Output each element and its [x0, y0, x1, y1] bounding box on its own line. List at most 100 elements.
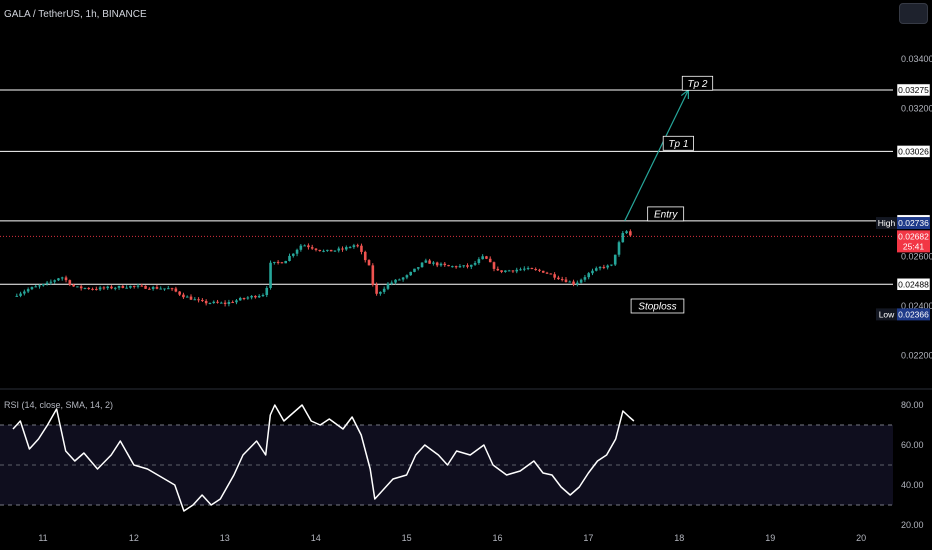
candle-body-5: [34, 286, 38, 288]
candle-body-121: [473, 262, 477, 265]
candle-body-102: [401, 277, 405, 280]
candle-body-125: [488, 258, 492, 263]
candle-body-105: [413, 268, 416, 272]
candle-body-28: [121, 285, 125, 288]
candle-body-120: [469, 264, 473, 267]
candle-body-101: [398, 279, 401, 281]
candle-body-8: [45, 282, 49, 285]
candle-body-53: [216, 301, 219, 303]
annotation-label-tp-1: Tp 1: [668, 139, 688, 150]
candle-body-144: [560, 279, 564, 281]
high-tag-box: [876, 217, 897, 230]
time-tick-label-8: 19: [765, 533, 775, 543]
candle-body-23: [102, 287, 106, 289]
symbol-title[interactable]: GALA / TetherUS, 1h, BINANCE: [4, 9, 147, 20]
candle-body-63: [254, 295, 257, 298]
annotation-box-tp-1[interactable]: [662, 135, 694, 151]
candle-body-2: [23, 291, 26, 294]
candle-body-77: [307, 245, 310, 248]
candle-body-132: [515, 269, 519, 272]
candle-body-143: [557, 277, 560, 280]
candle-body-88: [348, 247, 352, 249]
candle-body-51: [208, 303, 212, 305]
candle-body-72: [288, 255, 291, 261]
price-axis[interactable]: 0.032750.030260.027450.024880.034000.032…: [876, 54, 932, 360]
candle-body-65: [261, 295, 265, 297]
candle-body-152: [591, 270, 594, 274]
candle-body-128: [500, 270, 503, 272]
candle-body-52: [212, 301, 216, 304]
low-tag-label: Low: [879, 309, 895, 319]
candle-body-115: [451, 266, 454, 268]
candle-body-85: [337, 248, 341, 251]
candle-body-135: [526, 268, 530, 270]
candle-body-108: [424, 260, 428, 263]
candle-body-3: [26, 289, 30, 292]
candle-body-92: [363, 251, 367, 261]
level-price-label-3: 0.02488: [898, 279, 929, 289]
candle-body-141: [549, 273, 553, 275]
candle-body-107: [420, 262, 424, 268]
time-axis[interactable]: 11 12 13 14 15 16 17 18 19 20: [38, 533, 866, 543]
candle-body-48: [197, 299, 200, 301]
candle-body-133: [519, 269, 522, 271]
rsi-axis[interactable]: 80.00 60.00 40.00 20.00: [901, 400, 924, 530]
candle-body-131: [511, 270, 515, 272]
candle-body-21: [95, 288, 98, 290]
level-lines: [0, 89, 893, 285]
candle-body-147: [572, 281, 575, 285]
candle-body-81: [322, 250, 325, 252]
candle-body-7: [42, 284, 45, 286]
candle-body-33: [140, 285, 144, 287]
candle-body-19: [87, 287, 91, 289]
candle-body-89: [352, 245, 356, 248]
candle-body-13: [64, 277, 68, 281]
candle-body-40: [166, 288, 170, 290]
candle-body-64: [257, 295, 261, 298]
rsi-tick-label-2: 40.00: [901, 480, 924, 490]
price-tick-label-1: 0.03200: [901, 103, 932, 113]
time-tick-label-5: 16: [492, 533, 502, 543]
rsi-pane[interactable]: RSI (14, close, SMA, 14, 2): [0, 400, 893, 512]
current-price-label: 0.02682: [898, 231, 929, 241]
chart-settings-button[interactable]: [899, 3, 928, 24]
candle-body-140: [545, 272, 549, 274]
time-tick-label-3: 14: [311, 533, 321, 543]
candle-body-114: [447, 265, 450, 267]
candle-body-95: [375, 284, 378, 294]
candle-body-80: [318, 249, 322, 252]
candle-body-113: [443, 263, 447, 266]
level-price-label-0: 0.03275: [898, 85, 929, 95]
candle-body-54: [220, 302, 223, 304]
annotation-box-tp-2[interactable]: [681, 75, 714, 91]
candle-body-4: [30, 287, 34, 290]
annotation-label-tp-2: Tp 2: [687, 79, 707, 90]
candle-body-76: [303, 245, 306, 247]
candle-body-160: [621, 233, 625, 243]
annotation-box-entry[interactable]: [647, 206, 685, 222]
candle-body-12: [60, 277, 64, 279]
candle-body-1: [19, 293, 22, 296]
candle-body-118: [462, 265, 466, 267]
candle-body-62: [250, 295, 253, 298]
price-pane[interactable]: Tp 2 Tp 1 Entry Stoploss: [0, 75, 893, 314]
annotation-box-stoploss[interactable]: [630, 298, 685, 314]
candle-body-58: [235, 300, 238, 303]
candle-body-83: [329, 249, 333, 252]
candle-body-93: [367, 260, 371, 266]
candle-body-154: [598, 266, 602, 269]
candle-body-153: [594, 268, 598, 271]
candle-body-45: [185, 296, 189, 298]
level-price-label-1: 0.03026: [898, 146, 929, 156]
candle-body-98: [386, 283, 390, 289]
candle-body-116: [454, 266, 458, 268]
countdown-label: 25:41: [903, 241, 925, 251]
candle-body-69: [276, 261, 280, 263]
candle-body-70: [280, 262, 284, 264]
candle-body-41: [170, 288, 174, 290]
candle-body-35: [148, 288, 151, 290]
candle-body-150: [583, 277, 587, 280]
candle-body-159: [617, 242, 621, 255]
candle-body-37: [155, 287, 159, 289]
